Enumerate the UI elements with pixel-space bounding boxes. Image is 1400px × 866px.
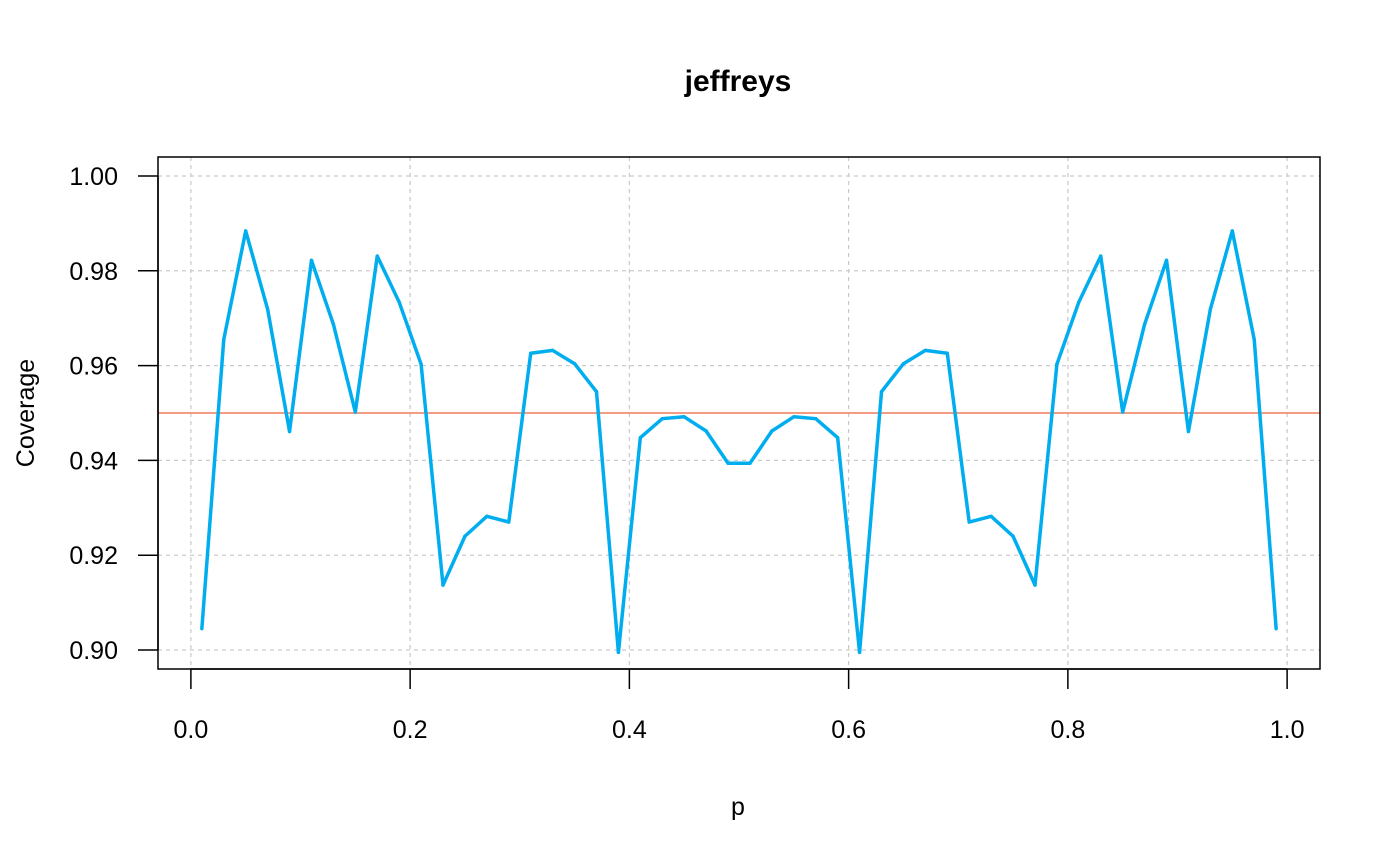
data-point <box>485 514 489 519</box>
data-point <box>397 300 401 304</box>
data-point <box>923 348 928 353</box>
x-tick-label: 0.8 <box>1050 716 1085 744</box>
data-point <box>1099 254 1103 258</box>
data-point <box>441 583 445 587</box>
data-point <box>1186 429 1191 434</box>
data-point <box>1252 337 1256 342</box>
chart-title: jeffreys <box>684 65 792 98</box>
data-point <box>616 650 621 655</box>
data-point <box>419 362 423 366</box>
y-tick-label: 0.98 <box>69 258 118 286</box>
data-point <box>1120 410 1125 414</box>
data-point <box>1208 307 1213 311</box>
data-point <box>331 322 336 327</box>
data-point <box>682 415 686 419</box>
x-axis: 0.0 0.2 0.4 0.6 0.8 1.0 <box>174 668 1305 744</box>
y-tick-label: 1.00 <box>69 163 118 191</box>
data-point <box>835 435 840 440</box>
x-tick-label: 1.0 <box>1270 716 1305 744</box>
y-tick-label: 0.90 <box>69 637 118 665</box>
y-tick-label: 0.96 <box>69 353 118 381</box>
x-tick-label: 0.4 <box>612 716 647 744</box>
x-tick-label: 0.2 <box>393 716 428 744</box>
data-point <box>1164 258 1169 263</box>
data-point <box>726 461 730 465</box>
data-point <box>770 429 774 433</box>
data-point <box>901 362 906 366</box>
data-point <box>244 229 248 233</box>
data-point <box>1274 627 1278 631</box>
data-point <box>594 389 599 394</box>
data-point <box>1230 229 1235 233</box>
data-point <box>529 351 533 355</box>
x-tick-label: 0.0 <box>174 716 209 744</box>
x-axis-label: p <box>731 793 745 821</box>
data-point <box>265 307 270 311</box>
data-point <box>222 337 226 342</box>
data-point <box>353 410 358 414</box>
data-point <box>989 514 993 519</box>
data-point <box>879 389 884 394</box>
series-group <box>200 229 1278 655</box>
data-point <box>507 520 511 524</box>
data-point <box>200 627 204 631</box>
data-point <box>1055 362 1059 366</box>
data-point <box>375 254 379 258</box>
data-point <box>1077 300 1081 304</box>
data-point <box>967 520 971 524</box>
data-point <box>748 461 752 465</box>
data-point <box>792 415 796 419</box>
data-point <box>857 650 862 655</box>
data-point <box>660 416 664 421</box>
data-point <box>287 429 292 434</box>
data-point <box>945 351 949 355</box>
data-point <box>638 435 643 440</box>
data-point <box>550 348 555 353</box>
series-line-0 <box>200 229 1278 655</box>
y-tick-label: 0.92 <box>69 542 118 570</box>
x-tick-label: 0.6 <box>831 716 866 744</box>
y-axis: 0.90 0.92 0.94 0.96 0.98 1.00 <box>69 163 159 665</box>
data-point <box>1142 322 1147 327</box>
data-point <box>463 534 467 538</box>
y-axis-label: Coverage <box>12 359 40 467</box>
y-tick-label: 0.94 <box>69 447 118 475</box>
data-point <box>704 429 708 433</box>
data-point <box>309 258 314 263</box>
data-point <box>1011 534 1015 538</box>
data-point <box>1033 583 1037 587</box>
data-point <box>814 416 818 421</box>
data-point <box>572 362 577 366</box>
